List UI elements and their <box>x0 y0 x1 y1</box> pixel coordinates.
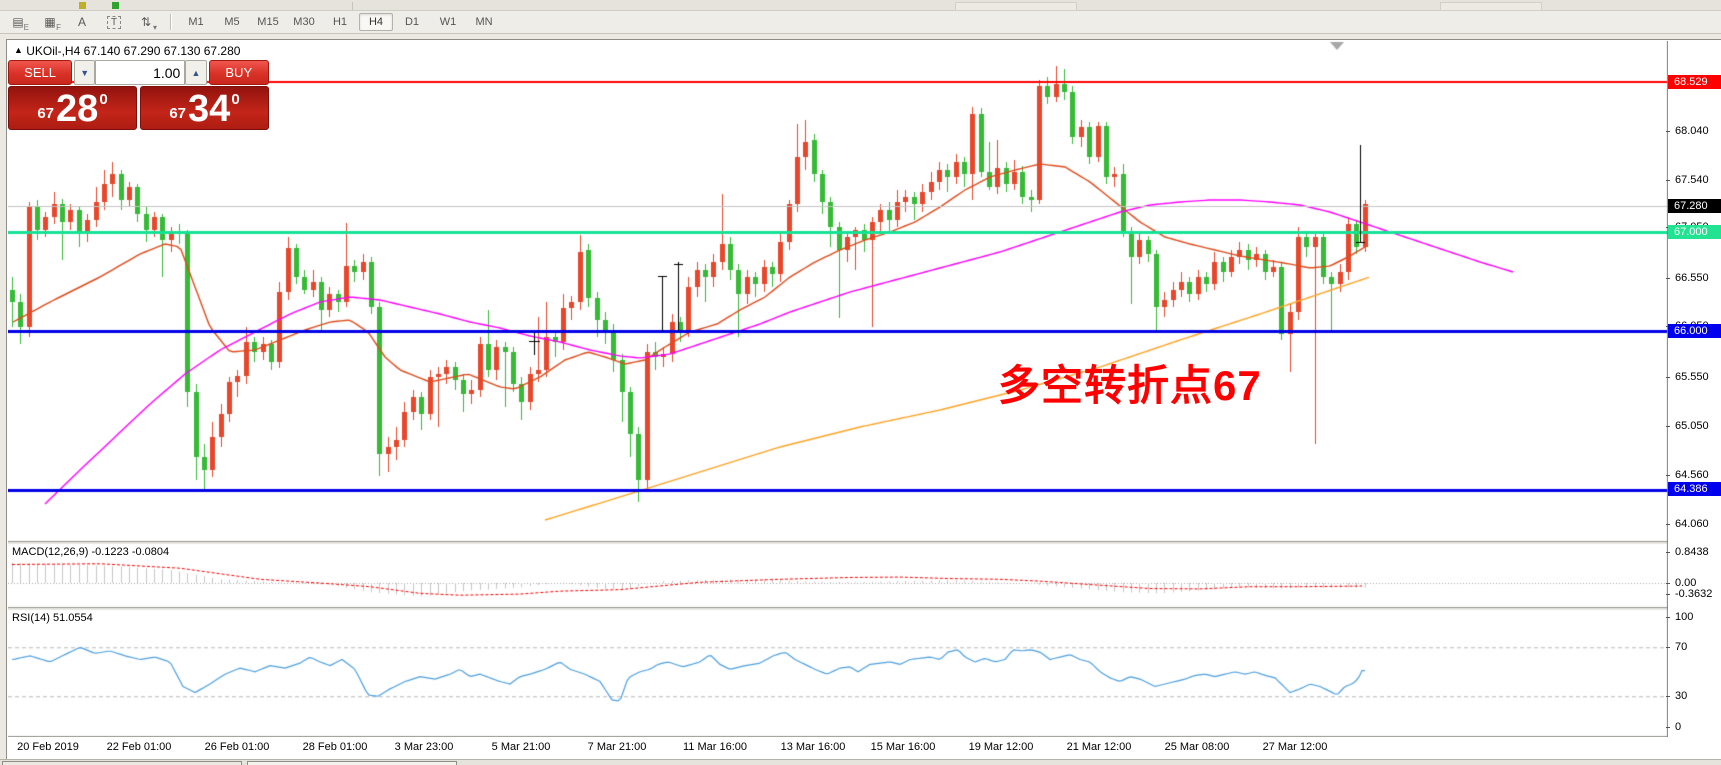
axis-scale-label: 64.560 <box>1666 469 1721 482</box>
axis-scale-label: 68.040 <box>1666 125 1721 138</box>
sell-price-sup: 0 <box>99 91 108 108</box>
ohlc-readout: 67.140 67.290 67.130 67.280 <box>83 44 241 58</box>
indicators-icon[interactable]: ▤ E <box>12 15 29 32</box>
chart-symbol-header: ▲ UKOil-,H4 67.140 67.290 67.130 67.280 <box>14 44 240 58</box>
axis-time-label: 22 Feb 01:00 <box>106 741 172 753</box>
axis-scale-label: 67.540 <box>1666 174 1721 187</box>
macd-label: MACD(12,26,9) -0.1223 -0.0804 <box>12 546 170 558</box>
volume-increase-button[interactable]: ▲ <box>185 60 207 85</box>
axis-scale-label: 66.550 <box>1666 272 1721 285</box>
axis-scale-label: -0.3632 <box>1666 588 1721 601</box>
timeframe-M1[interactable]: M1 <box>188 16 204 28</box>
text-label-icon[interactable]: A <box>77 15 86 29</box>
price-level-badge: 66.000 <box>1668 324 1721 338</box>
buy-price-int: 67 <box>169 105 187 122</box>
timeframe-W1[interactable]: W1 <box>439 16 457 28</box>
chart-toolbar: ▤ E ▦ F A T ⇅ ▾ M1 M5 M15 M30 H1 H4 D1 W1 MN <box>0 11 1721 34</box>
buy-price-sup: 0 <box>231 91 240 108</box>
axis-scale-label: 65.550 <box>1666 371 1721 384</box>
timeframe-bar: M1 M5 M15 M30 H1 H4 D1 W1 MN <box>178 13 502 31</box>
price-axis[interactable]: 68.04067.54067.05066.55066.05065.55065.0… <box>1666 41 1721 737</box>
symbol-label: UKOil-,H4 <box>26 44 81 58</box>
cursor-mode-icon[interactable]: ⇅ ▾ <box>140 15 157 32</box>
toolbar-speck-icon <box>79 2 86 9</box>
axis-time-label: 5 Mar 21:00 <box>491 741 551 753</box>
grid-icon[interactable]: ▦ F <box>44 15 61 32</box>
toolbar-remnant <box>1440 2 1542 11</box>
timeframe-M30[interactable]: M30 <box>293 16 315 28</box>
timeframe-H4[interactable]: H4 <box>359 13 393 31</box>
time-axis[interactable]: 20 Feb 2019 22 Feb 01:00 26 Feb 01:00 28 Fe… <box>8 738 1668 758</box>
axis-time-label: 7 Mar 21:00 <box>587 741 647 753</box>
price-level-badge: 68.529 <box>1668 75 1721 89</box>
sell-price-big: 28 <box>56 88 99 130</box>
timeframe-M5[interactable]: M5 <box>224 16 240 28</box>
axis-time-label: 19 Mar 12:00 <box>968 741 1034 753</box>
price-chart[interactable] <box>8 41 1668 737</box>
axis-time-label: 15 Mar 16:00 <box>870 741 936 753</box>
price-level-badge: 64.386 <box>1668 482 1721 496</box>
axis-time-label: 3 Mar 23:00 <box>394 741 454 753</box>
rsi-label: RSI(14) 51.0554 <box>12 612 93 624</box>
price-level-badge: 67.000 <box>1668 225 1721 239</box>
bottom-tab-strip <box>0 759 1721 765</box>
buy-price-display[interactable]: 67 34 0 <box>140 86 269 130</box>
one-click-trade-panel: SELL ▼ ▲ BUY 67 28 0 67 34 0 <box>8 60 269 130</box>
sell-price-int: 67 <box>37 105 55 122</box>
toolbar-separator <box>352 2 353 10</box>
chart-annotation-text: 多空转折点67 <box>998 362 1262 409</box>
sell-button[interactable]: SELL <box>8 60 73 85</box>
axis-scale-label: 0.00 <box>1666 577 1721 590</box>
chart-tab[interactable] <box>2 761 242 765</box>
axis-time-label: 26 Feb 01:00 <box>204 741 270 753</box>
collapse-icon[interactable]: ▲ <box>14 45 23 55</box>
axis-time-label: 20 Feb 2019 <box>17 741 79 753</box>
axis-scale-label: 65.050 <box>1666 420 1721 433</box>
toolbar-divider <box>170 14 172 30</box>
axis-scale-label: 30 <box>1666 690 1721 703</box>
axis-time-label: 25 Mar 08:00 <box>1164 741 1230 753</box>
axis-scale-label: 0 <box>1666 721 1721 734</box>
top-window-strip <box>0 0 1721 11</box>
axis-time-label: 21 Mar 12:00 <box>1066 741 1132 753</box>
axis-time-label: 11 Mar 16:00 <box>682 741 748 753</box>
price-level-badge: 67.280 <box>1668 199 1721 213</box>
axis-scale-label: 70 <box>1666 641 1721 654</box>
sell-price-display[interactable]: 67 28 0 <box>8 86 137 130</box>
axis-time-label: 27 Mar 12:00 <box>1262 741 1328 753</box>
buy-button[interactable]: BUY <box>208 60 269 85</box>
text-box-icon[interactable]: T <box>100 12 128 33</box>
axis-time-label: 28 Feb 01:00 <box>302 741 368 753</box>
buy-price-big: 34 <box>188 88 231 130</box>
toolbar-speck-icon <box>112 2 119 9</box>
timeframe-M15[interactable]: M15 <box>257 16 279 28</box>
volume-decrease-button[interactable]: ▼ <box>74 60 96 85</box>
axis-scale-label: 64.060 <box>1666 518 1721 531</box>
axis-scale-label: 0.8438 <box>1666 546 1721 559</box>
timeframe-D1[interactable]: D1 <box>404 16 420 28</box>
axis-time-label: 13 Mar 16:00 <box>780 741 846 753</box>
chart-tab[interactable] <box>247 761 457 765</box>
timeframe-H1[interactable]: H1 <box>332 16 348 28</box>
timeframe-MN[interactable]: MN <box>475 16 493 28</box>
toolbar-remnant <box>955 2 1077 11</box>
axis-scale-label: 100 <box>1666 611 1721 624</box>
volume-input[interactable] <box>95 60 186 85</box>
